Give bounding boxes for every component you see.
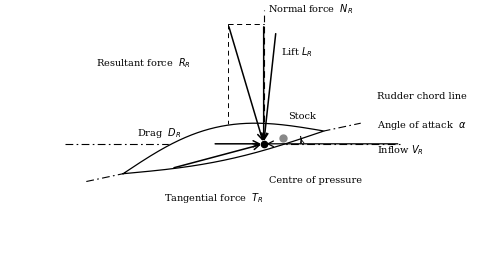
Text: Lift $L_R$: Lift $L_R$ [282,45,313,59]
Text: Inflow $V_R$: Inflow $V_R$ [376,143,424,156]
Polygon shape [123,124,324,174]
Text: Stock: Stock [288,111,316,120]
Text: Centre of pressure: Centre of pressure [269,175,362,184]
Text: Angle of attack  $\alpha$: Angle of attack $\alpha$ [376,119,466,132]
Text: Normal force  $N_R$: Normal force $N_R$ [268,2,353,16]
Text: Rudder chord line: Rudder chord line [376,92,466,101]
Text: Resultant force  $R_R$: Resultant force $R_R$ [96,56,191,69]
Text: Drag  $D_R$: Drag $D_R$ [137,126,182,140]
Text: Tangential force  $T_R$: Tangential force $T_R$ [164,190,264,204]
